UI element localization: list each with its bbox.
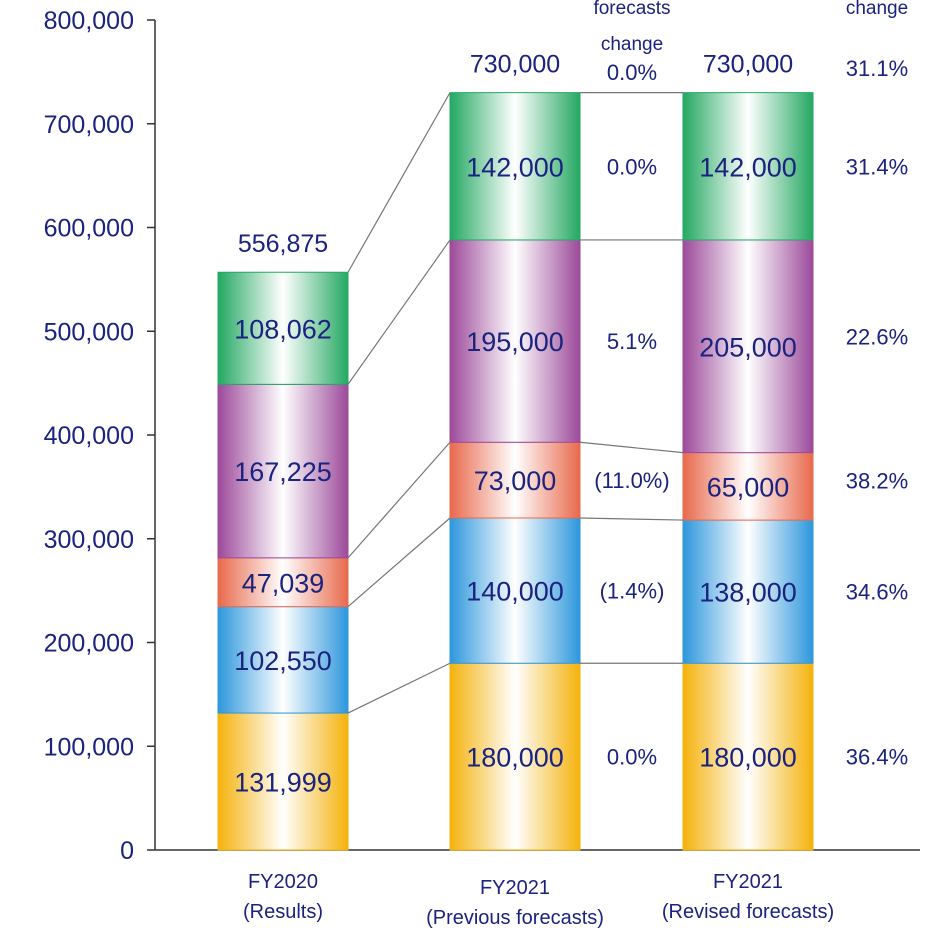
segment-value-label: 65,000 [707,472,790,502]
total-value-label: 730,000 [703,51,793,79]
segment-value-label: 205,000 [699,332,797,362]
segment-value-label: 138,000 [699,578,797,608]
category-label: (Results) [243,901,323,923]
bar-segment [682,452,814,521]
yoy-change-header: change [846,0,908,19]
category-label: FY2021 [713,871,783,893]
connector-line [347,239,451,385]
forecast-change-value: 0.0% [607,745,657,770]
bar-segment [217,606,349,714]
y-tick-label: 600,000 [44,215,134,243]
forecast-change-header: forecasts [593,0,670,19]
y-tick-label: 200,000 [44,630,134,658]
bar-segment [682,519,814,664]
y-tick-label: 300,000 [44,526,134,554]
segment-value-label: 108,062 [234,314,332,344]
connector-line [347,662,451,714]
y-tick-label: 100,000 [44,733,134,761]
y-tick-label: 800,000 [44,7,134,35]
connector-line [347,441,451,559]
bar-segment [449,441,581,519]
forecast-change-value: 5.1% [607,329,657,354]
connector-line [579,441,684,454]
bar-segment [217,557,349,608]
yoy-change-value: 36.4% [846,745,908,770]
category-label: (Revised forecasts) [662,901,834,923]
connector-line [579,517,684,521]
segment-value-label: 180,000 [699,743,797,773]
bar-segment [449,662,581,851]
forecast-change-value: (11.0%) [594,468,669,493]
segment-value-label: 195,000 [466,327,564,357]
yoy-change-total: 31.1% [846,56,908,81]
y-tick-label: 0 [120,837,134,865]
connector-line [347,517,451,608]
yoy-change-value: 34.6% [846,580,908,605]
y-tick-label: 700,000 [44,111,134,139]
bar-segment [682,239,814,454]
segment-value-label: 167,225 [234,457,332,487]
y-tick-label: 400,000 [44,422,134,450]
bar-segment [449,92,581,241]
category-label: FY2021 [480,877,550,899]
bar-segment [217,271,349,385]
yoy-change-value: 22.6% [846,324,908,349]
forecast-change-value: (1.4%) [600,579,665,604]
connector-line [347,92,451,273]
segment-value-label: 142,000 [699,152,797,182]
forecast-change-value: 0.0% [607,154,657,179]
segment-value-label: 47,039 [242,568,325,598]
total-value-label: 730,000 [470,51,560,79]
y-tick-label: 500,000 [44,318,134,346]
yoy-change-value: 31.4% [846,154,908,179]
segment-value-label: 102,550 [234,646,332,676]
segment-value-label: 131,999 [234,768,332,798]
forecast-change-header: change [601,34,663,55]
bar-segment [682,662,814,851]
yoy-change-value: 38.2% [846,468,908,493]
forecast-change-total: 0.0% [607,60,657,85]
bar-segment [217,383,349,559]
category-label: FY2020 [248,871,318,893]
segment-value-label: 142,000 [466,152,564,182]
category-label: (Previous forecasts) [426,907,604,929]
bar-segment [682,92,814,241]
total-value-label: 556,875 [238,230,328,258]
segment-value-label: 180,000 [466,743,564,773]
segment-value-label: 140,000 [466,577,564,607]
bar-segment [449,517,581,664]
segment-value-label: 73,000 [474,466,557,496]
bar-segment [449,239,581,443]
bar-segment [217,712,349,851]
